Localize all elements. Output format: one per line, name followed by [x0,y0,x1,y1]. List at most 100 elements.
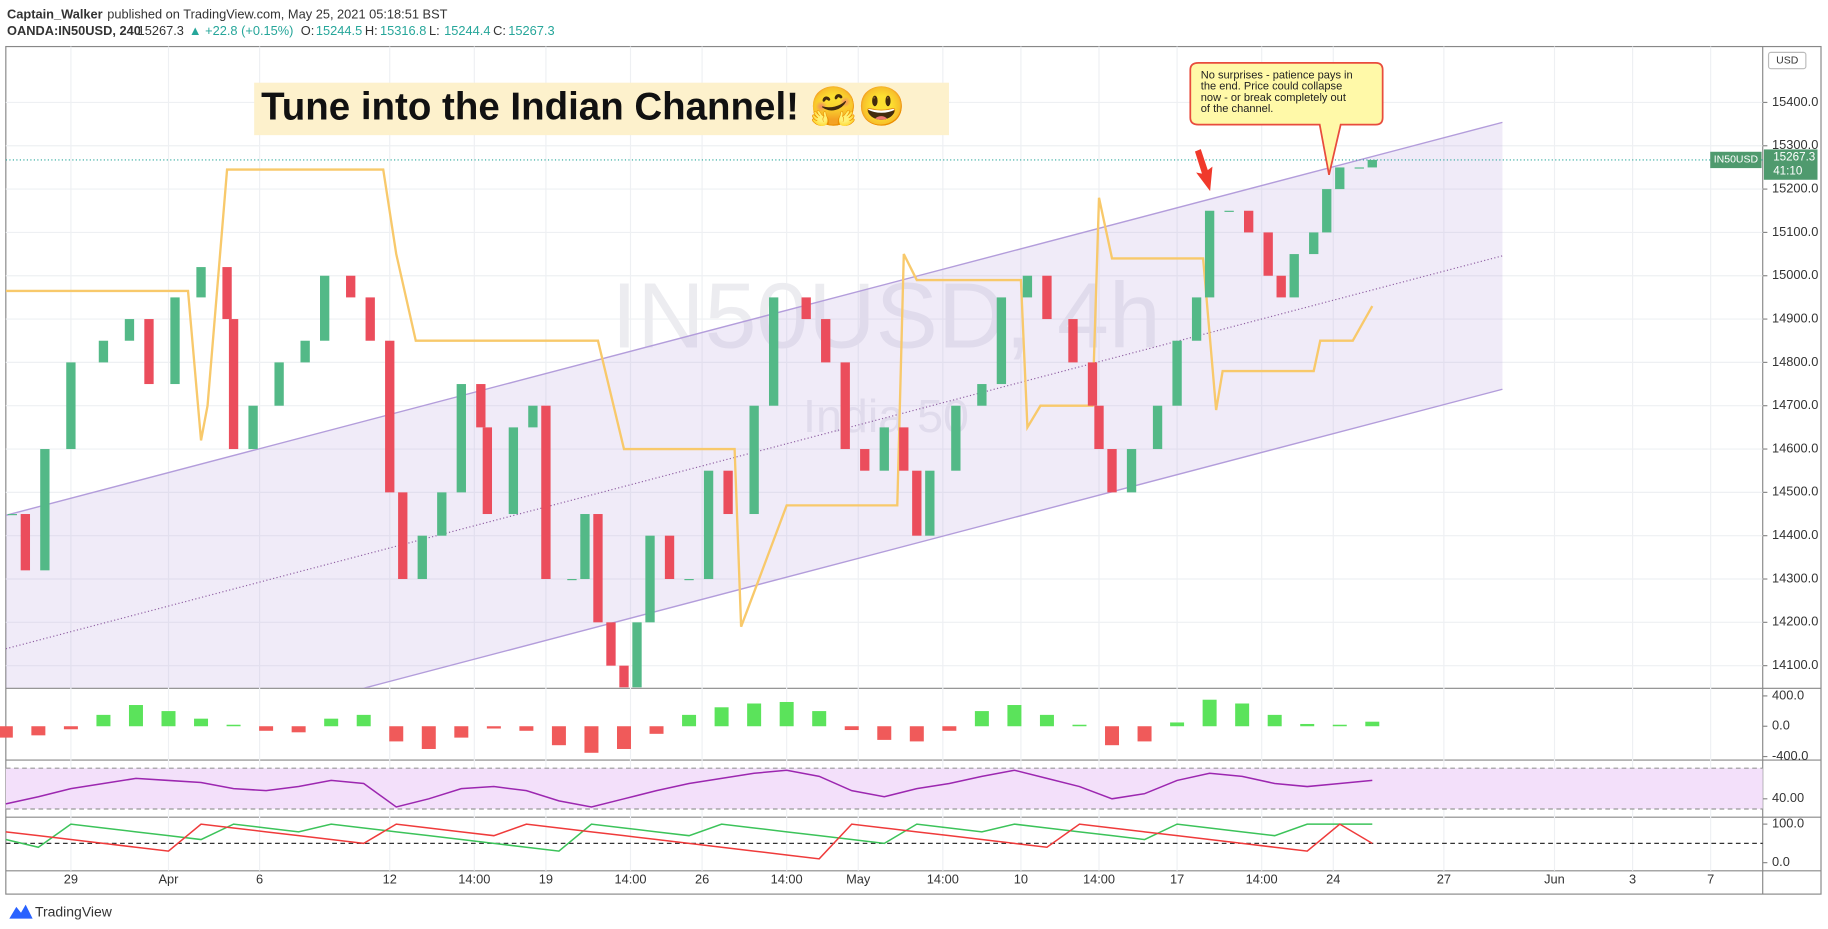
quote: O: 15244.5 H: 15316.8 L: 15244.4 C: 15267.3 [301,23,555,38]
histogram-bar [519,726,534,731]
channel-lower [362,388,1503,688]
candle [528,405,538,428]
candle [925,470,935,536]
candle [1172,340,1182,406]
headline-box [254,82,949,136]
histogram-bar [356,714,371,727]
histogram-bar [649,726,664,734]
candle [1367,159,1377,168]
candle [664,535,675,580]
x-tick-label: 7 [1707,872,1714,887]
candle [1191,297,1202,341]
candle [365,297,375,341]
histogram-bar [486,726,501,729]
histogram-bar [324,718,339,727]
callout-line: now - or break completely out [1201,92,1346,104]
histogram-bar [747,703,762,727]
candle [580,514,590,580]
price-label: 15267.3 [1773,151,1815,164]
histogram-bar [909,726,924,742]
candle [567,579,577,581]
candle [768,297,779,406]
candle [821,319,831,363]
candle [196,267,206,298]
x-tick-label: 14:00 [927,872,959,887]
overlay-line [5,168,1374,628]
candle [723,470,733,515]
y-tick-label: 14200.0 [1772,614,1818,629]
x-tick-label: Jun [1544,872,1565,887]
candle [320,275,330,341]
candle [606,622,616,666]
histogram-bar [454,726,469,738]
callout-line: No surprises - patience pays in [1201,70,1353,82]
y-tick-label: -400.0 [1772,748,1808,763]
candle [456,384,466,493]
quote-value: 15244.5 [316,23,362,38]
histogram-bar [1235,703,1250,727]
candle [98,340,109,363]
histogram-bar [942,726,957,731]
histogram-bar [1267,714,1282,727]
histogram-bar [1170,722,1185,727]
histogram-bar [616,726,631,749]
x-tick-label: Apr [159,872,180,887]
histogram-bar [812,711,827,727]
callout-line: of the channel. [1201,103,1274,115]
candle [1263,232,1273,276]
candle [703,470,714,580]
histogram-bar [421,726,436,749]
candle [1087,362,1098,406]
histogram-bar [779,701,794,727]
candle [1126,449,1137,493]
y-tick-label: 100.0 [1772,816,1804,831]
candle [619,665,629,688]
histogram-bar [1039,714,1054,727]
y-tick-label: 14800.0 [1772,354,1818,369]
candle [170,297,180,385]
histogram-bar [63,726,78,730]
line [5,769,1373,808]
histogram-bar [714,707,729,727]
brand: TradingView [35,903,113,919]
candle [346,275,356,298]
x-tick-label: 24 [1326,872,1340,887]
candle [632,622,642,688]
y-tick-label: 15300.0 [1772,137,1818,152]
y-tick-label: 14400.0 [1772,527,1818,542]
candle [1276,275,1286,298]
x-tick-label: 19 [539,872,553,887]
candle [482,427,493,515]
x-tick-label: 10 [1014,872,1028,887]
candle [228,319,239,450]
y-tick-label: 400.0 [1772,687,1804,702]
candle [437,492,447,536]
y-tick-label: 14900.0 [1772,310,1818,325]
candle [541,405,551,580]
y-tick-label: 15000.0 [1772,267,1818,282]
x-tick-label: 17 [1170,872,1184,887]
candle [222,267,232,320]
candle [684,579,694,581]
histogram-bar [161,711,176,727]
quote-value: 15316.8 [380,23,426,38]
x-tick-label: 14:00 [1083,872,1115,887]
headline: Tune into the Indian Channel! 🤗😃 [261,86,905,129]
candle [20,514,31,571]
histogram-bar [877,726,892,740]
histogram-bar [226,724,241,727]
candle [1152,405,1163,450]
histogram-bar [389,726,404,742]
y-tick-label: 14100.0 [1772,657,1818,672]
candle [144,319,154,385]
histogram-bar [0,726,13,738]
channel [5,122,1503,688]
candle [417,535,427,580]
candle [801,297,811,320]
quote-value: 15244.4 [444,23,490,38]
main-pane [5,121,1763,688]
candle [124,319,135,341]
channel-upper [5,121,1503,516]
candle [476,384,486,428]
currency-box [1767,51,1807,70]
